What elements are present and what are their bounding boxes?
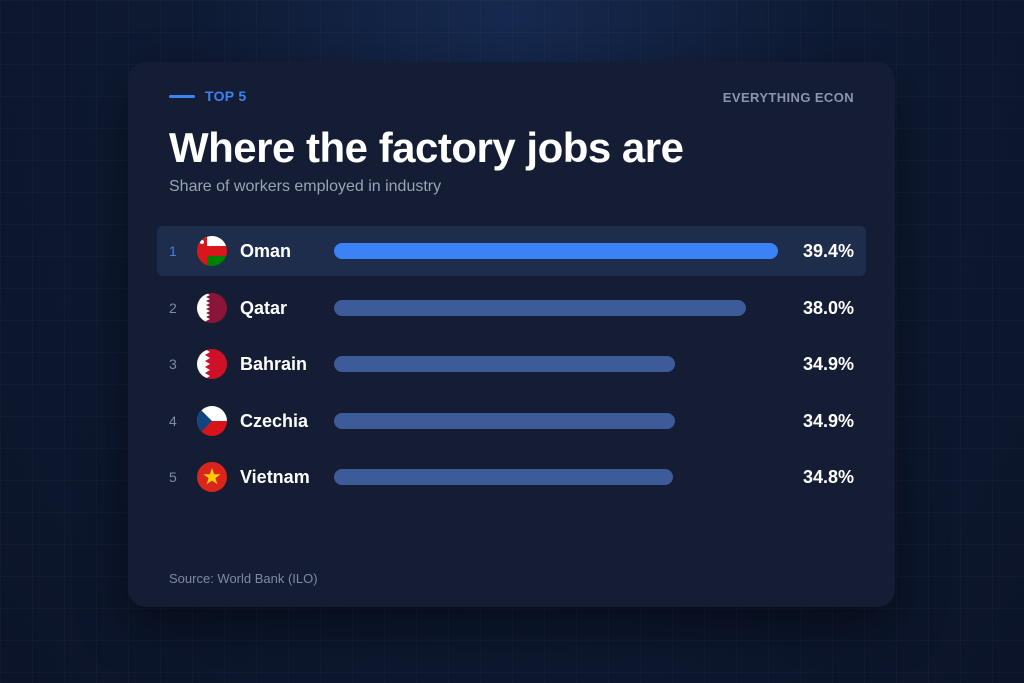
source-note: Source: World Bank (ILO) (169, 571, 318, 586)
top-tag: TOP 5 (169, 88, 246, 104)
value-label: 34.9% (802, 410, 854, 431)
bar-track (334, 412, 778, 429)
bar-bahrain (334, 356, 675, 372)
country-label: Czechia (240, 410, 309, 431)
bar-list: 1 Oman 39.4% 2 (157, 226, 866, 509)
brand-label: EVERYTHING ECON (722, 90, 854, 105)
chart-title: Where the factory jobs are (169, 124, 684, 171)
bar-qatar (334, 299, 746, 316)
bar-track (334, 469, 778, 485)
tag-accent-line (169, 94, 195, 98)
bar-oman (334, 243, 778, 259)
rank-label: 2 (169, 299, 177, 316)
bar-czechia (334, 412, 675, 429)
bar-row-czechia: 4 Czechia 34.9% (157, 396, 866, 446)
value-label: 34.9% (802, 354, 854, 374)
bahrain-flag-icon (197, 349, 227, 379)
vietnam-flag-icon (197, 462, 227, 492)
bar-row-vietnam: 5 Vietnam 34.8% (157, 452, 866, 502)
bar-row-bahrain: 3 Bahrain 34.9% (157, 339, 866, 389)
bar-track (334, 243, 778, 259)
country-label: Qatar (240, 297, 288, 318)
value-label: 34.8% (802, 467, 854, 487)
country-label: Oman (240, 241, 292, 261)
tag-label: TOP 5 (205, 88, 247, 104)
value-label: 38.0% (802, 297, 854, 318)
value-label: 39.4% (802, 241, 854, 261)
country-label: Vietnam (240, 467, 310, 487)
bar-vietnam (334, 469, 673, 485)
czechia-flag-icon (197, 405, 227, 436)
rank-label: 3 (169, 356, 177, 372)
country-label: Bahrain (240, 354, 308, 374)
rank-label: 4 (169, 412, 177, 429)
rank-label: 1 (169, 243, 177, 259)
chart-subtitle: Share of workers employed in industry (169, 178, 442, 195)
qatar-flag-icon (197, 292, 227, 323)
bar-track (334, 356, 778, 372)
bar-row-oman: 1 Oman 39.4% (157, 226, 866, 276)
oman-flag-icon (197, 236, 227, 266)
bar-row-qatar: 2 Qatar 38.0% (157, 283, 866, 333)
chart-card: TOP 5 EVERYTHING ECON Where the factory … (128, 62, 895, 607)
rank-label: 5 (169, 469, 177, 485)
bar-track (334, 299, 778, 316)
